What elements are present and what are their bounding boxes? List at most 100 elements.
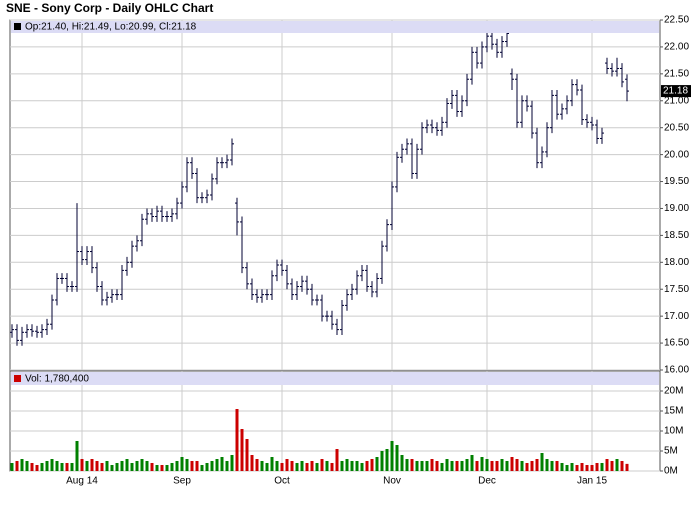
volume-bar bbox=[555, 461, 559, 471]
volume-bar bbox=[400, 455, 404, 471]
volume-bar bbox=[435, 461, 439, 471]
volume-panel bbox=[9, 370, 661, 472]
volume-bar bbox=[20, 459, 24, 471]
volume-bar bbox=[205, 463, 209, 471]
volume-bar bbox=[280, 463, 284, 471]
volume-bar bbox=[145, 461, 149, 471]
volume-bar bbox=[275, 461, 279, 471]
volume-bar bbox=[265, 463, 269, 471]
volume-bar bbox=[35, 465, 39, 471]
y-tick-label: 22.00 bbox=[664, 42, 689, 53]
volume-bar bbox=[185, 459, 189, 471]
volume-bar bbox=[230, 455, 234, 471]
volume-bar bbox=[190, 461, 194, 471]
volume-bar bbox=[25, 461, 29, 471]
y-tick-label: 19.00 bbox=[664, 203, 689, 214]
y-tick-label: 17.00 bbox=[664, 311, 689, 322]
volume-bar bbox=[485, 459, 489, 471]
volume-bar bbox=[355, 461, 359, 471]
x-tick-label: Nov bbox=[383, 476, 401, 487]
y-tick-label: 10M bbox=[664, 426, 683, 437]
y-tick-label: 22.50 bbox=[664, 15, 689, 26]
volume-bar bbox=[365, 461, 369, 471]
y-tick-label: 5M bbox=[664, 446, 678, 457]
volume-bar bbox=[255, 459, 259, 471]
y-tick-label: 21.50 bbox=[664, 68, 689, 79]
volume-bar bbox=[445, 459, 449, 471]
volume-bar bbox=[240, 429, 244, 471]
volume-bar bbox=[405, 459, 409, 471]
volume-bar bbox=[460, 461, 464, 471]
volume-bar bbox=[65, 463, 69, 471]
volume-bar bbox=[500, 459, 504, 471]
volume-bar bbox=[575, 465, 579, 471]
volume-bar bbox=[295, 463, 299, 471]
volume-bar bbox=[60, 463, 64, 471]
volume-bar bbox=[70, 463, 74, 471]
volume-bar bbox=[170, 463, 174, 471]
volume-bar bbox=[260, 461, 264, 471]
volume-bar bbox=[430, 459, 434, 471]
y-tick-label: 20M bbox=[664, 386, 683, 397]
y-tick-label: 20.00 bbox=[664, 149, 689, 160]
volume-bar bbox=[580, 463, 584, 471]
volume-bar bbox=[560, 463, 564, 471]
last-price-box bbox=[661, 85, 691, 98]
volume-legend: Vol: 1,780,400 bbox=[25, 374, 89, 385]
y-tick-label: 15M bbox=[664, 406, 683, 417]
volume-bar bbox=[220, 457, 224, 471]
volume-bar bbox=[10, 463, 14, 471]
volume-bar bbox=[125, 459, 129, 471]
volume-bar bbox=[385, 449, 389, 471]
volume-bar bbox=[250, 455, 254, 471]
volume-bar bbox=[100, 463, 104, 471]
volume-bar bbox=[55, 461, 59, 471]
volume-bar bbox=[110, 465, 114, 471]
volume-bar bbox=[550, 461, 554, 471]
price-panel bbox=[9, 19, 661, 371]
volume-bar bbox=[75, 441, 79, 471]
volume-bar bbox=[605, 459, 609, 471]
volume-bar bbox=[415, 461, 419, 471]
volume-bar bbox=[95, 461, 99, 471]
marks bbox=[10, 28, 629, 471]
volume-bar bbox=[175, 461, 179, 471]
volume-bar bbox=[395, 445, 399, 471]
volume-bar bbox=[270, 457, 274, 471]
x-tick-label: Dec bbox=[478, 476, 496, 487]
volume-bar bbox=[285, 459, 289, 471]
volume-bar bbox=[375, 457, 379, 471]
volume-bar bbox=[455, 461, 459, 471]
volume-bar bbox=[585, 465, 589, 471]
volume-bar bbox=[155, 465, 159, 471]
volume-bar bbox=[90, 459, 94, 471]
price-legend: Op:21.40, Hi:21.49, Lo:20.99, Cl:21.18 bbox=[25, 22, 197, 33]
volume-bar bbox=[210, 461, 214, 471]
volume-bar bbox=[330, 463, 334, 471]
price-legend-swatch bbox=[14, 23, 21, 30]
volume-bar bbox=[30, 463, 34, 471]
volume-bar bbox=[340, 461, 344, 471]
volume-bar bbox=[45, 461, 49, 471]
volume-bar bbox=[165, 465, 169, 471]
volume-bar bbox=[495, 461, 499, 471]
x-tick-label: Aug 14 bbox=[66, 476, 98, 487]
y-tick-label: 19.50 bbox=[664, 176, 689, 187]
last-price-label: 21.18 bbox=[663, 86, 688, 97]
y-tick-label: 20.50 bbox=[664, 122, 689, 133]
volume-bar bbox=[15, 461, 19, 471]
volume-bar bbox=[245, 439, 249, 471]
volume-bar bbox=[610, 461, 614, 471]
volume-bar bbox=[290, 461, 294, 471]
chart-title: SNE - Sony Corp - Daily OHLC Chart bbox=[6, 1, 213, 15]
volume-bar bbox=[135, 461, 139, 471]
volume-bar bbox=[235, 409, 239, 471]
volume-bar bbox=[225, 461, 229, 471]
labels: 16.00 16.50 17.00 17.50 18.00 18.50 19.00 19.50… bbox=[66, 15, 691, 487]
volume-bar bbox=[565, 465, 569, 471]
volume-bar bbox=[370, 459, 374, 471]
volume-bar bbox=[625, 463, 629, 471]
volume-bar bbox=[380, 451, 384, 471]
volume-bar bbox=[85, 461, 89, 471]
